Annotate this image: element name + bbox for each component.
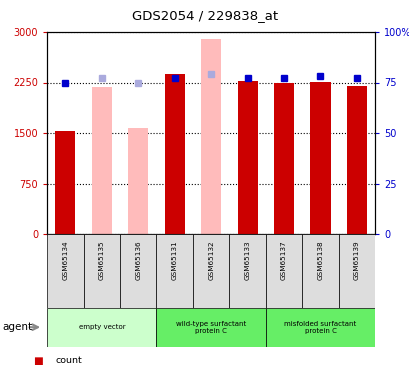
Bar [47,234,83,308]
Bar [201,39,220,234]
Bar [156,308,265,347]
Bar [164,74,184,234]
Bar [310,82,330,234]
Bar [265,308,374,347]
Text: GSM65131: GSM65131 [171,240,177,280]
Text: GSM65132: GSM65132 [208,240,213,280]
Bar [338,234,374,308]
Text: GSM65137: GSM65137 [280,240,286,280]
Text: empty vector: empty vector [78,324,125,330]
Bar [55,131,75,234]
Text: ■: ■ [33,356,43,366]
Text: wild-type surfactant
protein C: wild-type surfactant protein C [175,321,246,334]
Bar [229,234,265,308]
Text: GDS2054 / 229838_at: GDS2054 / 229838_at [132,9,277,22]
Bar [237,81,257,234]
Text: GSM65136: GSM65136 [135,240,141,280]
Bar [120,234,156,308]
Bar [128,128,148,234]
Bar [346,86,366,234]
Bar [265,234,301,308]
Bar [301,234,338,308]
Text: agent: agent [2,322,32,332]
Text: count: count [55,356,82,365]
Text: GSM65134: GSM65134 [62,240,68,280]
Bar [83,234,120,308]
Bar [47,308,156,347]
Text: GSM65138: GSM65138 [317,240,323,280]
Bar [92,87,112,234]
Bar [193,234,229,308]
Bar [156,234,193,308]
Text: misfolded surfactant
protein C: misfolded surfactant protein C [284,321,356,334]
Text: GSM65133: GSM65133 [244,240,250,280]
Text: GSM65135: GSM65135 [99,240,105,280]
Text: GSM65139: GSM65139 [353,240,359,280]
Bar [273,83,293,234]
